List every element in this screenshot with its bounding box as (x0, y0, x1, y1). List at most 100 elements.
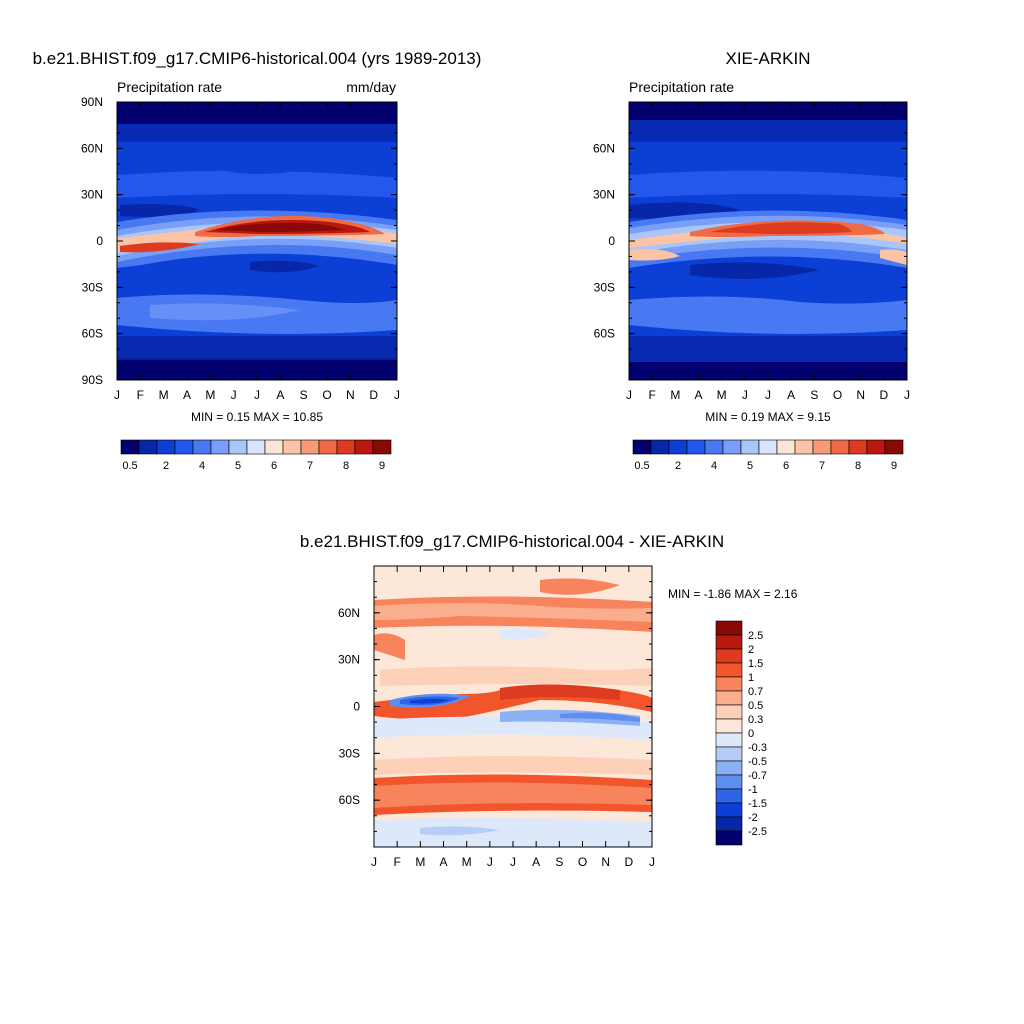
colorbar-label: -1 (748, 784, 758, 796)
x-tick-label: M (159, 388, 169, 402)
panel-model-plot (117, 102, 397, 380)
colorbar-swatch (722, 439, 742, 455)
y-tick-label: 30N (593, 188, 615, 202)
colorbar-swatch (794, 439, 814, 455)
colorbar-swatch (336, 439, 356, 455)
colorbar-swatch (668, 439, 688, 455)
colorbar-swatch (715, 788, 743, 804)
colorbar-label: -2 (748, 812, 758, 824)
x-tick-label: J (114, 388, 120, 402)
colorbar-label: 0.7 (748, 686, 763, 698)
x-tick-label: D (879, 388, 888, 402)
y-tick-label: 60S (594, 327, 615, 341)
x-tick-label: M (717, 388, 727, 402)
colorbar-label: -2.5 (748, 826, 767, 838)
x-tick-label: F (137, 388, 144, 402)
y-tick-label: 0 (608, 234, 615, 248)
colorbar-label: 0 (748, 728, 754, 740)
x-tick-label: S (300, 388, 308, 402)
colorbar-label: 8 (855, 460, 861, 472)
x-tick-label: A (183, 388, 191, 402)
colorbar-label: 0.5 (634, 460, 649, 472)
panel-model: b.e21.BHIST.f09_g17.CMIP6-historical.004… (33, 49, 482, 472)
x-tick-label: J (394, 388, 400, 402)
y-tick-label: 30S (594, 280, 615, 294)
colorbar-swatch (715, 676, 743, 692)
panel-diff: b.e21.BHIST.f09_g17.CMIP6-historical.004… (300, 532, 798, 869)
colorbar-swatch (740, 439, 760, 455)
colorbar-label: 2 (163, 460, 169, 472)
y-tick-label: 60S (82, 327, 103, 341)
colorbar-swatch (812, 439, 832, 455)
x-tick-label: M (415, 855, 425, 869)
panel-model-stats: MIN = 0.15 MAX = 10.85 (191, 410, 323, 424)
colorbar-swatch (156, 439, 176, 455)
colorbar-label: 5 (747, 460, 753, 472)
y-tick-label: 0 (96, 234, 103, 248)
colorbar-swatch (715, 830, 743, 846)
colorbar-swatch (354, 439, 374, 455)
x-tick-label: D (624, 855, 633, 869)
panel-diff-colorbar: 2.5 2 1.5 1 0.7 0.5 0.3 0 -0.3 -0.5 -0.7 -1 -1.5 -2 -2… (715, 620, 767, 846)
colorbar-swatch (210, 439, 230, 455)
colorbar-swatch (715, 690, 743, 706)
panel-obs-plot (629, 102, 907, 380)
colorbar-label: 1 (748, 672, 754, 684)
colorbar-swatch (174, 439, 194, 455)
y-tick-label: 90S (82, 373, 103, 387)
y-tick-label: 0 (353, 700, 360, 714)
x-tick-label: J (765, 388, 771, 402)
colorbar-label: 1.5 (748, 658, 763, 670)
colorbar-swatch (120, 439, 140, 455)
colorbar-swatch (228, 439, 248, 455)
panel-diff-title: b.e21.BHIST.f09_g17.CMIP6-historical.004… (300, 532, 724, 551)
colorbar-label: 2.5 (748, 630, 763, 642)
y-tick-label: 60N (81, 141, 103, 155)
colorbar-swatch (715, 662, 743, 678)
x-tick-label: A (439, 855, 447, 869)
colorbar-swatch (776, 439, 796, 455)
x-tick-label: M (205, 388, 215, 402)
x-tick-label: J (904, 388, 910, 402)
colorbar-swatch (138, 439, 158, 455)
colorbar-label: -0.5 (748, 756, 767, 768)
colorbar-label: 0.5 (122, 460, 137, 472)
colorbar-label: 0.5 (748, 700, 763, 712)
x-tick-label: J (626, 388, 632, 402)
colorbar-swatch (704, 439, 724, 455)
colorbar-label: 6 (783, 460, 789, 472)
x-tick-label: A (276, 388, 284, 402)
colorbar-label: 7 (307, 460, 313, 472)
x-tick-label: F (393, 855, 400, 869)
colorbar-swatch (830, 439, 850, 455)
colorbar-swatch (715, 648, 743, 664)
colorbar-swatch (715, 746, 743, 762)
x-tick-label: J (371, 855, 377, 869)
x-tick-label: D (369, 388, 378, 402)
x-tick-label: J (649, 855, 655, 869)
colorbar-swatch (715, 816, 743, 832)
x-tick-label: M (670, 388, 680, 402)
x-tick-label: M (462, 855, 472, 869)
colorbar-swatch (686, 439, 706, 455)
panel-diff-plot (374, 566, 652, 847)
colorbar-swatch (715, 718, 743, 734)
panel-obs-title: XIE-ARKIN (725, 49, 810, 68)
panel-obs-stats: MIN = 0.19 MAX = 9.15 (705, 410, 831, 424)
x-tick-label: A (787, 388, 795, 402)
x-tick-label: N (346, 388, 355, 402)
y-tick-label: 90N (81, 95, 103, 109)
colorbar-swatch (715, 732, 743, 748)
colorbar-swatch (282, 439, 302, 455)
y-tick-label: 60N (593, 141, 615, 155)
x-tick-label: J (742, 388, 748, 402)
y-tick-label: 60N (338, 606, 360, 620)
colorbar-swatch (632, 439, 652, 455)
x-tick-label: A (532, 855, 540, 869)
panel-model-title: b.e21.BHIST.f09_g17.CMIP6-historical.004… (33, 49, 482, 68)
x-tick-label: S (810, 388, 818, 402)
x-tick-label: J (487, 855, 493, 869)
colorbar-swatch (192, 439, 212, 455)
panel-model-colorbar: 0.5 2 4 5 6 7 8 9 (120, 439, 392, 472)
